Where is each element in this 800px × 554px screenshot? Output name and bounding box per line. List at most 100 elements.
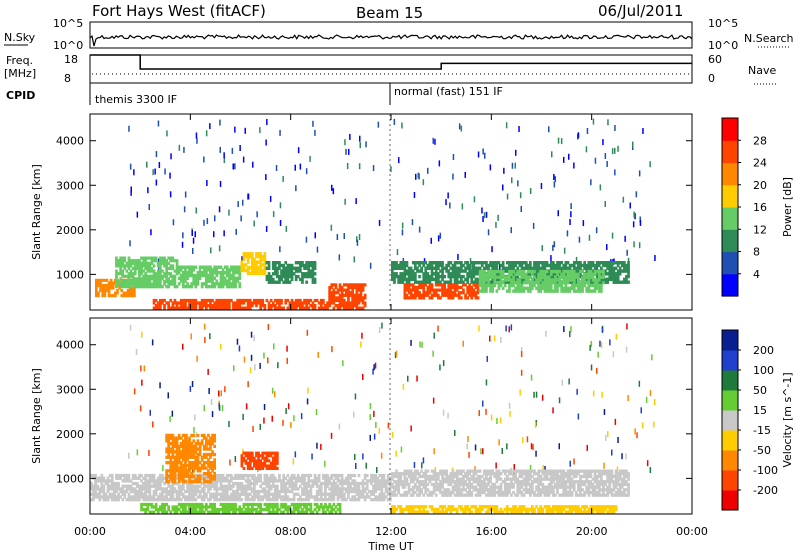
heatmap-cell	[156, 487, 160, 491]
heatmap-cell	[165, 279, 168, 284]
heatmap-cell	[386, 492, 390, 496]
heatmap-cell	[267, 476, 271, 480]
heatmap-cell	[205, 473, 208, 478]
heatmap-cell	[169, 442, 173, 446]
heatmap-cell	[171, 266, 175, 271]
heatmap-cell	[200, 481, 204, 486]
heatmap-cell	[267, 502, 271, 507]
heatmap-cell	[616, 274, 620, 279]
heatmap-cell	[251, 498, 254, 502]
heatmap-cell	[284, 508, 288, 512]
heatmap-cell	[384, 489, 388, 494]
heatmap-cell	[464, 488, 467, 492]
heatmap-cell	[159, 484, 162, 488]
scatter-point	[482, 448, 484, 455]
heatmap-cell	[228, 268, 231, 272]
scatter-point	[369, 403, 372, 409]
heatmap-cell	[393, 493, 396, 497]
heatmap-cell	[125, 473, 129, 478]
heatmap-cell	[238, 273, 242, 278]
heatmap-cell	[271, 505, 275, 509]
heatmap-cell	[282, 487, 285, 491]
heatmap-cell	[133, 473, 137, 478]
heatmap-cell	[188, 442, 191, 446]
heatmap-cell	[574, 280, 578, 284]
heatmap-cell	[190, 433, 193, 438]
heatmap-cell	[338, 296, 342, 300]
heatmap-cell	[228, 304, 231, 308]
heatmap-cell	[430, 269, 434, 273]
heatmap-cell	[443, 490, 446, 495]
heatmap-cell	[355, 484, 359, 488]
heatmap-cell	[445, 477, 448, 481]
heatmap-cell	[453, 269, 457, 273]
heatmap-cell	[282, 263, 285, 268]
heatmap-cell	[175, 458, 179, 462]
heatmap-cell	[566, 281, 570, 285]
heatmap-cell	[179, 498, 183, 502]
heatmap-cell	[192, 444, 196, 448]
heatmap-cell	[338, 508, 342, 512]
heatmap-cell	[449, 291, 453, 295]
heatmap-cell	[572, 283, 576, 288]
heatmap-cell	[169, 487, 173, 491]
heatmap-cell	[242, 492, 246, 496]
heatmap-cell	[184, 480, 187, 484]
heatmap-cell	[238, 492, 242, 496]
heatmap-cell	[121, 479, 125, 483]
scatter-point	[195, 432, 198, 439]
heatmap-cell	[228, 479, 231, 483]
heatmap-cell	[248, 266, 252, 270]
heatmap-cell	[104, 495, 108, 499]
heatmap-cell	[365, 495, 369, 499]
heatmap-cell	[198, 469, 202, 473]
scatter-point	[642, 422, 644, 429]
heatmap-cell	[265, 261, 269, 265]
heatmap-cell	[405, 293, 409, 297]
heatmap-cell	[547, 281, 551, 285]
heatmap-cell	[336, 502, 340, 507]
heatmap-cell	[246, 466, 250, 470]
heatmap-cell	[200, 284, 204, 289]
heatmap-cell	[259, 489, 262, 494]
heatmap-cell	[451, 274, 455, 279]
heatmap-cell	[464, 480, 467, 484]
heatmap-cell	[288, 274, 292, 279]
heatmap-cell	[207, 276, 210, 280]
heatmap-cell	[276, 306, 279, 310]
heatmap-cell	[163, 489, 166, 494]
heatmap-cell	[307, 502, 311, 507]
heatmap-cell	[194, 450, 198, 454]
heatmap-cell	[317, 492, 321, 496]
heatmap-cell	[198, 444, 202, 448]
heatmap-cell	[543, 275, 547, 279]
heatmap-cell	[92, 473, 95, 478]
heatmap-cell	[294, 266, 298, 270]
scatter-point	[266, 119, 268, 125]
heatmap-cell	[418, 274, 421, 279]
heatmap-cell	[485, 289, 488, 293]
heatmap-cell	[142, 259, 145, 263]
heatmap-cell	[205, 502, 208, 507]
heatmap-cell	[138, 261, 141, 265]
heatmap-cell	[284, 495, 288, 499]
heatmap-cell	[276, 274, 279, 279]
heatmap-cell	[294, 476, 298, 480]
heatmap-cell	[276, 280, 279, 284]
heatmap-cell	[583, 281, 586, 285]
heatmap-cell	[205, 436, 208, 440]
heatmap-cell	[520, 272, 524, 277]
scatter-point	[606, 244, 608, 251]
heatmap-cell	[428, 263, 432, 268]
heatmap-cell	[190, 466, 193, 470]
heatmap-cell	[108, 487, 112, 491]
heatmap-cell	[165, 502, 168, 507]
heatmap-cell	[225, 271, 229, 275]
heatmap-cell	[612, 266, 616, 270]
heatmap-cell	[269, 505, 273, 509]
heatmap-cell	[357, 301, 361, 305]
heatmap-cell	[129, 261, 133, 265]
heatmap-cell	[491, 280, 494, 284]
heatmap-cell	[188, 480, 191, 484]
heatmap-cell	[409, 293, 413, 297]
